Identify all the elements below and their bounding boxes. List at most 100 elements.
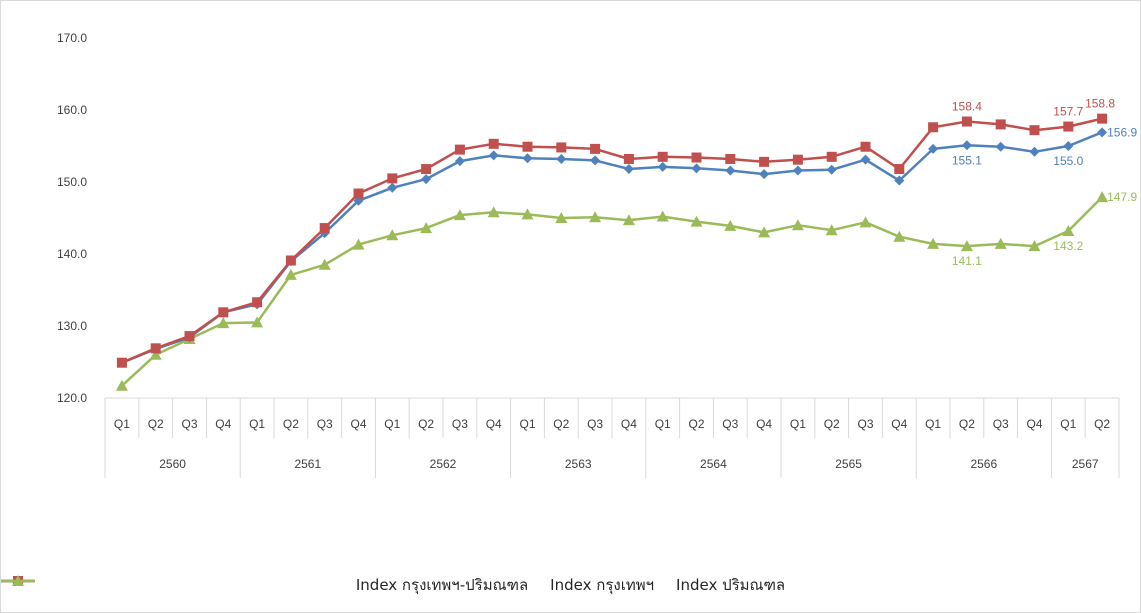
- y-tick-label: 130.0: [57, 319, 87, 333]
- data-point-triangle: [487, 206, 500, 218]
- x-tick-label: Q2: [824, 417, 840, 431]
- data-point-triangle: [622, 214, 635, 226]
- data-point-square: [150, 343, 161, 354]
- data-point-square: [421, 164, 432, 175]
- data-point-triangle: [960, 240, 973, 252]
- x-tick-label: Q1: [925, 417, 941, 431]
- data-point-diamond: [995, 141, 1006, 152]
- x-tick-label: Q1: [249, 417, 265, 431]
- data-point-diamond: [961, 140, 972, 151]
- legend-label: Index กรุงเทพฯ-ปริมณฑล: [355, 576, 529, 594]
- data-point-diamond: [725, 165, 736, 176]
- data-point-triangle: [656, 210, 669, 222]
- legend-item-bkk: Index กรุงเทพฯ: [1, 573, 655, 597]
- x-tick-label: Q1: [655, 417, 671, 431]
- y-tick-label: 150.0: [57, 175, 87, 189]
- x-tick-label: Q4: [1026, 417, 1042, 431]
- data-point-diamond: [691, 163, 702, 174]
- data-point-diamond: [387, 182, 398, 193]
- x-tick-label: Q2: [148, 417, 164, 431]
- data-point-diamond: [894, 175, 905, 186]
- data-point-triangle: [690, 215, 703, 227]
- data-label: 155.0: [1053, 154, 1083, 168]
- data-point-triangle: [1028, 240, 1041, 252]
- x-tick-label: Q3: [181, 417, 197, 431]
- x-tick-label: Q2: [553, 417, 569, 431]
- data-point-triangle: [1062, 224, 1075, 236]
- data-point-diamond: [826, 164, 837, 175]
- data-point-square: [928, 122, 939, 133]
- data-point-triangle: [1096, 191, 1109, 203]
- series-line: [121, 196, 1103, 387]
- x-tick-label: Q3: [317, 417, 333, 431]
- data-label: 155.1: [952, 153, 982, 167]
- line-chart: 120.0 130.0 140.0 150.0 160.0 170.0 Q1 Q2 Q3 Q4 Q1…: [57, 31, 1137, 478]
- x-tick-label: Q3: [452, 417, 468, 431]
- data-label: 158.4: [952, 100, 982, 114]
- data-point-square: [792, 154, 803, 165]
- x-tick-label: Q2: [959, 417, 975, 431]
- data-point-square: [1063, 121, 1074, 132]
- data-point-diamond: [1097, 127, 1108, 138]
- data-point-diamond: [759, 169, 770, 180]
- data-point-square: [860, 141, 871, 152]
- data-point-triangle: [251, 316, 264, 328]
- x-tick-label: Q1: [790, 417, 806, 431]
- data-point-triangle: [589, 211, 602, 223]
- y-tick-label: 120.0: [57, 391, 87, 405]
- data-point-diamond: [522, 153, 533, 164]
- data-point-square: [894, 164, 905, 175]
- x-tick-label: Q4: [621, 417, 637, 431]
- data-point-square: [1029, 125, 1040, 136]
- data-point-square: [995, 119, 1006, 130]
- data-point-diamond: [792, 165, 803, 176]
- legend-label: Index กรุงเทพฯ: [550, 576, 655, 594]
- x-year-label: 2564: [700, 457, 727, 471]
- x-tick-label: Q4: [891, 417, 907, 431]
- x-tick-label: Q1: [384, 417, 400, 431]
- data-point-square: [1097, 113, 1108, 124]
- x-year-label: 2566: [970, 457, 997, 471]
- data-point-triangle: [724, 219, 737, 231]
- y-tick-label: 160.0: [57, 103, 87, 117]
- x-tick-label: Q3: [722, 417, 738, 431]
- data-point-square: [116, 357, 127, 368]
- data-point-triangle: [555, 212, 568, 223]
- x-year-label: 2560: [159, 457, 186, 471]
- data-label: 141.1: [952, 254, 982, 268]
- data-point-triangle: [893, 230, 906, 242]
- data-point-diamond: [454, 156, 465, 167]
- data-point-square: [252, 297, 263, 308]
- data-point-square: [218, 307, 229, 318]
- data-point-triangle: [927, 237, 940, 249]
- data-point-triangle: [284, 268, 297, 280]
- data-point-triangle: [217, 317, 230, 329]
- data-point-square: [590, 143, 601, 154]
- data-point-triangle: [521, 208, 534, 220]
- data-label: 147.9: [1107, 190, 1137, 204]
- data-point-triangle: [386, 229, 399, 241]
- data-point-diamond: [860, 154, 871, 165]
- chart-legend: Index กรุงเทพฯ-ปริมณฑล Index กรุงเทพฯ In…: [1, 573, 1140, 597]
- data-label: 156.9: [1107, 125, 1137, 139]
- data-point-diamond: [1063, 141, 1074, 151]
- data-point-square: [454, 144, 465, 155]
- data-point-diamond: [1029, 146, 1040, 157]
- x-tick-label: Q1: [1060, 417, 1076, 431]
- data-point-triangle: [420, 222, 433, 234]
- data-point-triangle: [453, 209, 466, 221]
- data-point-triangle: [758, 226, 771, 238]
- data-label: 143.2: [1053, 239, 1083, 253]
- x-year-label: 2561: [294, 457, 321, 471]
- legend-label: Index ปริมณฑล: [676, 576, 786, 594]
- data-point-square: [522, 141, 533, 152]
- data-point-square: [285, 255, 296, 266]
- data-label: 157.7: [1053, 105, 1083, 119]
- data-point-square: [691, 152, 702, 163]
- x-year-label: 2567: [1072, 457, 1099, 471]
- x-year-label: 2562: [430, 457, 457, 471]
- data-point-square: [759, 156, 770, 167]
- data-point-square: [387, 173, 398, 184]
- legend-triangle-icon: [1, 575, 35, 586]
